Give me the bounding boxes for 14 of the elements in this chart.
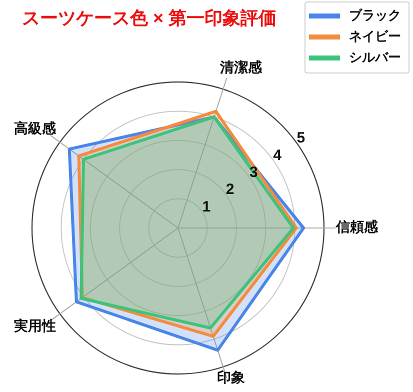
spoke-label: 高級感 [14,120,58,136]
y-tick-label: 5 [296,130,306,147]
y-tick-label: 3 [250,164,258,181]
spoke-label: 清潔感 [218,58,263,75]
legend-label: ネイビー [349,28,401,44]
y-tick-label: 2 [226,181,234,198]
chart-title: スーツケース色 × 第一印象評価 [22,8,277,28]
legend-label: シルバー [349,49,401,64]
spoke-label: 実用性 [14,317,56,334]
legend-label: ブラック [349,7,401,22]
spoke-label: 信頼感 [335,218,379,235]
spoke-label: 印象 [216,368,245,385]
y-tick-label: 4 [273,146,282,164]
y-tick-label: 1 [202,198,211,216]
